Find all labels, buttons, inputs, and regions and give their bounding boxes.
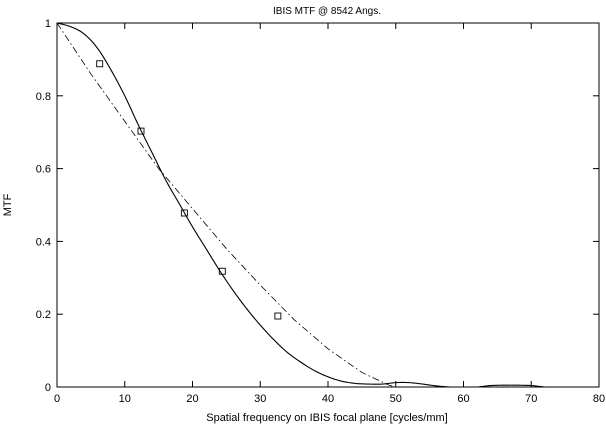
x-tick-label: 50 <box>390 393 402 405</box>
x-tick-label: 10 <box>119 393 131 405</box>
mtf-dashdot-curve <box>56 22 396 388</box>
x-tick-label: 60 <box>457 393 469 405</box>
chart-title: IBIS MTF @ 8542 Angs. <box>273 6 381 17</box>
x-tick-label: 20 <box>186 393 198 405</box>
y-tick-label: 0.4 <box>36 236 51 248</box>
x-tick-label: 30 <box>254 393 266 405</box>
mtf-solid-curve <box>56 22 545 388</box>
axis-ticks: 0 10 20 30 40 50 60 70 80 0 0.2 0.4 0.6 0.8 1 <box>36 18 605 405</box>
series-layer <box>56 22 545 388</box>
y-tick-label: 0.2 <box>36 309 51 321</box>
data-point-marker <box>218 267 226 275</box>
x-tick-label: 0 <box>54 393 60 405</box>
data-point-marker <box>96 60 104 68</box>
y-tick-label: 0.6 <box>36 164 51 176</box>
x-tick-label: 40 <box>322 393 334 405</box>
data-point-marker <box>180 209 188 217</box>
x-axis-title: Spatial frequency on IBIS focal plane [c… <box>206 412 448 424</box>
y-axis-title: MTF <box>2 193 14 216</box>
y-tick-label: 0 <box>45 382 51 394</box>
x-tick-label: 70 <box>525 393 537 405</box>
data-point-marker <box>274 312 282 320</box>
x-tick-label: 80 <box>593 393 605 405</box>
data-point-marker <box>137 127 145 135</box>
y-tick-label: 0.8 <box>36 91 51 103</box>
plot-frame <box>56 22 600 388</box>
y-tick-label: 1 <box>45 18 51 30</box>
